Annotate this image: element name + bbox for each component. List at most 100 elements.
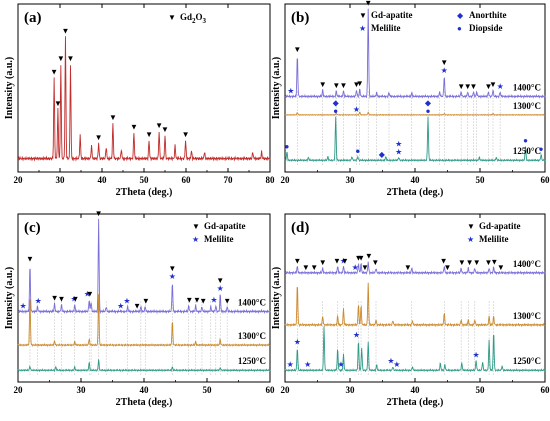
temperature-label: 1300°C	[513, 101, 541, 111]
phase-marker-triangle: ▼	[466, 258, 474, 267]
legend-label-text2: O	[196, 12, 203, 22]
x-axis-title: 2Theta (deg.)	[116, 187, 173, 198]
phase-marker-star: ★	[210, 296, 217, 305]
x-tick-label: 70	[224, 175, 234, 185]
legend-marker-star: ★	[359, 24, 366, 33]
phase-marker-triangle: ▼	[444, 263, 452, 272]
phase-marker-star: ★	[169, 272, 176, 281]
phase-marker-star: ★	[441, 66, 448, 75]
x-tick-label: 30	[77, 385, 87, 395]
legend-marker-star: ★	[467, 235, 474, 244]
panel-label: (a)	[24, 10, 42, 26]
legend-label-text: Melilite	[204, 234, 233, 244]
phase-marker-circle: ●	[426, 106, 431, 115]
phase-marker-triangle: ▼	[293, 45, 301, 54]
x-axis-title: 2Theta (deg.)	[387, 187, 444, 198]
legend-label: Gd-apatite	[479, 221, 521, 231]
x-tick-label: 30	[56, 175, 66, 185]
phase-marker-diamond: ◆	[425, 98, 432, 107]
phase-marker-diamond: ◆	[333, 98, 340, 107]
xrd-trace	[284, 326, 546, 373]
legend-label-text: Gd-apatite	[479, 221, 521, 231]
phase-marker-triangle: ▼	[364, 0, 372, 8]
legend-label-text: Gd-apatite	[371, 10, 413, 20]
phase-marker-triangle: ▼	[185, 296, 193, 305]
y-axis-title: Intensity (a.u.)	[4, 267, 15, 330]
legend-marker-star: ★	[192, 235, 199, 244]
legend-label-text: Diopside	[469, 23, 503, 33]
legend-label: Gd-apatite	[204, 221, 246, 231]
phase-marker-triangle: ▼	[371, 258, 379, 267]
phase-marker-star: ★	[337, 360, 344, 369]
phase-marker-triangle: ▼	[133, 301, 141, 310]
phase-marker-triangle: ▼	[67, 54, 75, 63]
phase-marker-triangle: ▼	[484, 258, 492, 267]
xrd-trace	[17, 294, 271, 348]
phase-marker-triangle: ▼	[484, 82, 492, 91]
legend-label: Gd2O3	[180, 12, 207, 25]
x-tick-label: 50	[476, 175, 486, 185]
xrd-trace	[284, 8, 546, 99]
xrd-panel-c: 20 30 40 50 60 2Theta (deg.) Intensity (a.u.) (…	[4, 209, 275, 408]
phase-marker-triangle: ▼	[354, 254, 362, 263]
phase-marker-star: ★	[395, 139, 402, 148]
phase-marker-circle: ●	[355, 147, 360, 156]
phase-marker-triangle: ▼	[404, 263, 412, 272]
phase-marker-star: ★	[352, 263, 359, 272]
x-tick-label: 50	[203, 385, 213, 395]
phase-marker-triangle: ▼	[361, 263, 369, 272]
xrd-trace	[17, 359, 271, 373]
phase-marker-triangle: ▼	[168, 264, 176, 273]
phase-marker-circle: ●	[539, 145, 544, 154]
phase-marker-triangle: ▼	[458, 258, 466, 267]
phase-marker-star: ★	[35, 297, 42, 306]
plot-frame	[17, 3, 271, 173]
legend-marker-triangle: ▼	[467, 222, 475, 231]
phase-marker-triangle: ▼	[216, 276, 224, 285]
x-tick-label: 30	[346, 175, 356, 185]
phase-marker-triangle: ▼	[61, 27, 69, 36]
phase-marker-triangle: ▼	[497, 263, 505, 272]
phase-marker-triangle: ▼	[161, 125, 169, 134]
phase-marker-triangle: ▼	[57, 54, 65, 63]
xrd-trace	[284, 111, 546, 117]
x-tick-label: 60	[541, 175, 550, 185]
phase-marker-triangle: ▼	[341, 256, 349, 265]
x-tick-label: 60	[541, 385, 550, 395]
phase-marker-triangle: ▼	[71, 295, 79, 304]
phase-marker-triangle: ▼	[26, 255, 34, 264]
phase-marker-triangle: ▼	[293, 256, 301, 265]
phase-marker-triangle: ▼	[357, 254, 365, 263]
phase-marker-triangle: ▼	[58, 295, 66, 304]
phase-marker-triangle: ▼	[490, 257, 498, 266]
legend-marker-diamond: ◆	[457, 11, 464, 20]
phase-marker-triangle: ▼	[302, 263, 310, 272]
phase-marker-triangle: ▼	[340, 81, 348, 90]
x-tick-label: 20	[14, 175, 24, 185]
xrd-panel-d: 20 30 40 50 60 2Theta (deg.) Intensity (a.u.) (…	[271, 213, 550, 408]
y-axis-title: Intensity (a.u.)	[271, 267, 282, 330]
phase-marker-triangle: ▼	[473, 258, 481, 267]
temperature-label: 1400°C	[238, 297, 266, 307]
phase-marker-star: ★	[294, 338, 301, 347]
phase-marker-triangle: ▼	[95, 209, 103, 218]
xrd-trace	[17, 218, 271, 315]
phase-marker-triangle: ▼	[155, 121, 163, 130]
legend-label: Melilite	[204, 234, 233, 244]
phase-marker-triangle: ▼	[333, 256, 341, 265]
phase-marker-triangle: ▼	[109, 113, 117, 122]
x-tick-label: 50	[140, 175, 150, 185]
x-tick-label: 40	[98, 175, 108, 185]
panel-label: (d)	[291, 220, 309, 236]
legend-label-text: Melilite	[479, 234, 508, 244]
phase-marker-triangle: ▼	[142, 297, 150, 306]
phase-marker-triangle: ▼	[223, 297, 231, 306]
phase-marker-triangle: ▼	[440, 256, 448, 265]
phase-marker-star: ★	[19, 301, 26, 310]
phase-marker-triangle: ▼	[319, 80, 327, 89]
phase-marker-triangle: ▼	[182, 130, 190, 139]
phase-marker-triangle: ▼	[365, 252, 373, 261]
phase-marker-triangle: ▼	[332, 81, 340, 90]
temperature-label: 1400°C	[513, 82, 541, 92]
phase-marker-diamond: ◆	[379, 150, 386, 159]
